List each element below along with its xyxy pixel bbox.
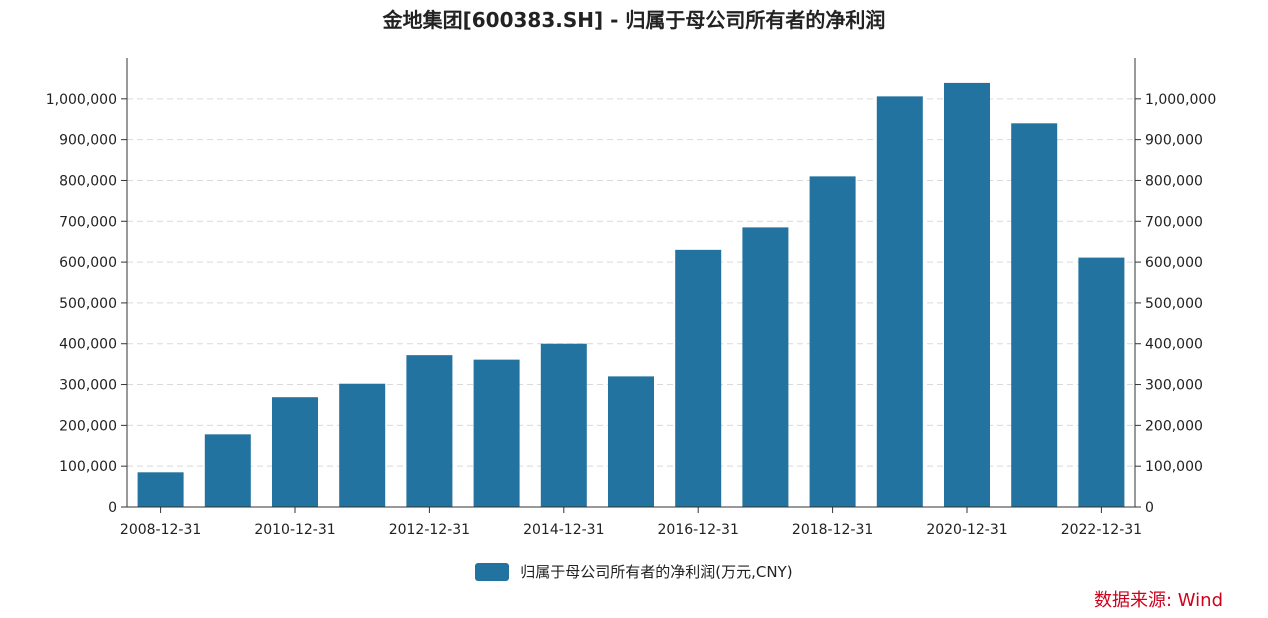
x-tick-label: 2016-12-31: [658, 522, 739, 538]
x-tick-label: 2012-12-31: [389, 522, 470, 538]
bar: [204, 434, 251, 507]
y-tick-label-left: 400,000: [59, 337, 117, 353]
y-tick-label-right: 800,000: [1145, 173, 1203, 189]
y-tick-label-left: 500,000: [59, 296, 117, 312]
x-tick-label: 2008-12-31: [120, 522, 201, 538]
bar: [272, 397, 318, 507]
bar: [339, 383, 386, 507]
y-tick-label-right: 400,000: [1145, 337, 1203, 353]
legend-label: 归属于母公司所有者的净利润(万元,CNY): [520, 563, 793, 581]
x-tick-label: 2014-12-31: [523, 522, 604, 538]
y-tick-label-right: 0: [1145, 500, 1154, 516]
y-tick-label-right: 200,000: [1145, 418, 1203, 434]
bar: [876, 96, 923, 508]
y-tick-label-right: 700,000: [1145, 214, 1203, 230]
y-tick-label-right: 300,000: [1145, 378, 1203, 394]
bar: [675, 249, 722, 507]
bar: [1078, 257, 1125, 507]
bar: [406, 355, 453, 507]
bar: [1011, 123, 1058, 508]
x-tick-label: 2010-12-31: [254, 522, 335, 538]
y-tick-label-right: 500,000: [1145, 296, 1203, 312]
bar: [809, 176, 856, 507]
bar: [137, 472, 184, 507]
legend[interactable]: 归属于母公司所有者的净利润(万元,CNY): [0, 561, 1268, 582]
axes: 0 0 100,000 100,000 200,000 200,000 300,000 300…: [46, 58, 1216, 538]
y-tick-label-right: 1,000,000: [1145, 92, 1216, 108]
bar: [473, 359, 520, 507]
data-source-note: 数据来源: Wind: [1093, 590, 1223, 611]
y-tick-label-left: 700,000: [59, 214, 117, 230]
x-tick-label: 2018-12-31: [792, 522, 873, 538]
y-tick-label-left: 600,000: [59, 255, 117, 271]
bar: [540, 343, 587, 507]
y-tick-label-left: 100,000: [59, 459, 117, 475]
y-tick-label-right: 600,000: [1145, 255, 1203, 271]
bar: [608, 376, 654, 507]
x-tick-label: 2022-12-31: [1061, 522, 1142, 538]
y-tick-label-left: 200,000: [59, 418, 117, 434]
y-tick-label-right: 100,000: [1145, 459, 1203, 475]
y-tick-label-left: 900,000: [59, 133, 117, 149]
bar: [944, 82, 990, 507]
y-tick-label-left: 800,000: [59, 173, 117, 189]
x-tick-label: 2020-12-31: [926, 522, 1007, 538]
y-tick-label-left: 1,000,000: [46, 92, 117, 108]
y-tick-label-left: 300,000: [59, 378, 117, 394]
y-tick-label-left: 0: [108, 500, 117, 516]
y-tick-label-right: 900,000: [1145, 133, 1203, 149]
legend-swatch: [475, 562, 510, 581]
chart-title: 金地集团[600383.SH] - 归属于母公司所有者的净利润: [382, 8, 886, 32]
bar: [742, 227, 789, 508]
bars: [137, 82, 1125, 508]
